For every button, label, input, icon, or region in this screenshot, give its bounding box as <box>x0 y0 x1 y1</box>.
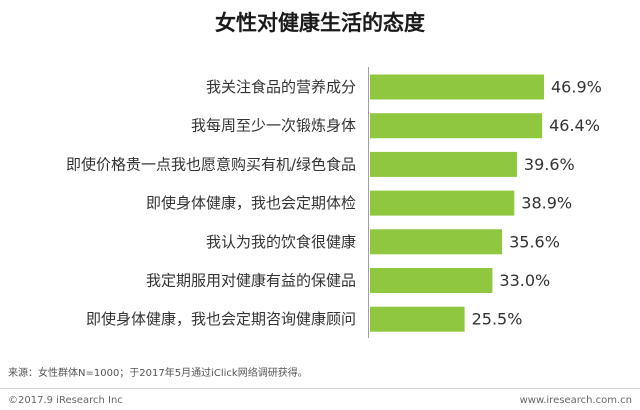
bar <box>370 113 543 139</box>
category-label: 即使身体健康，我也会定期咨询健康顾问 <box>86 310 356 328</box>
value-label: 39.6% <box>524 155 575 174</box>
category-label: 我每周至少一次锻炼身体 <box>191 117 356 135</box>
bar <box>370 229 503 255</box>
value-label: 38.9% <box>521 194 572 213</box>
category-label: 我定期服用对健康有益的保健品 <box>146 272 356 290</box>
bars-group <box>370 74 544 332</box>
value-label: 46.9% <box>551 78 602 97</box>
bar <box>370 306 465 332</box>
category-label: 即使价格贵一点我也愿意购买有机/绿色食品 <box>66 155 356 173</box>
value-label: 25.5% <box>472 310 523 329</box>
chart-title: 女性对健康生活的态度 <box>215 11 425 35</box>
bar <box>370 190 515 216</box>
category-label: 即使身体健康，我也会定期体检 <box>146 194 356 212</box>
category-label: 我关注食品的营养成分 <box>206 78 356 96</box>
source-note: 来源：女性群体N=1000；于2017年5月通过iClick网络调研获得。 <box>8 366 308 379</box>
category-labels-group: 我关注食品的营养成分我每周至少一次锻炼身体即使价格贵一点我也愿意购买有机/绿色食… <box>66 78 356 328</box>
copyright-text: ©2017.9 iResearch Inc <box>8 395 123 406</box>
value-label: 35.6% <box>509 232 560 251</box>
value-labels-group: 46.9% 46.4% 39.6% 38.9% 35.6% 33.0% 25.5% <box>472 78 602 329</box>
category-label: 我认为我的饮食很健康 <box>206 233 356 251</box>
value-label: 46.4% <box>549 116 600 135</box>
bar <box>370 74 544 100</box>
bar <box>370 268 493 293</box>
website-text: www.iresearch.com.cn <box>520 395 632 406</box>
bar <box>370 151 517 177</box>
value-label: 33.0% <box>499 271 550 290</box>
